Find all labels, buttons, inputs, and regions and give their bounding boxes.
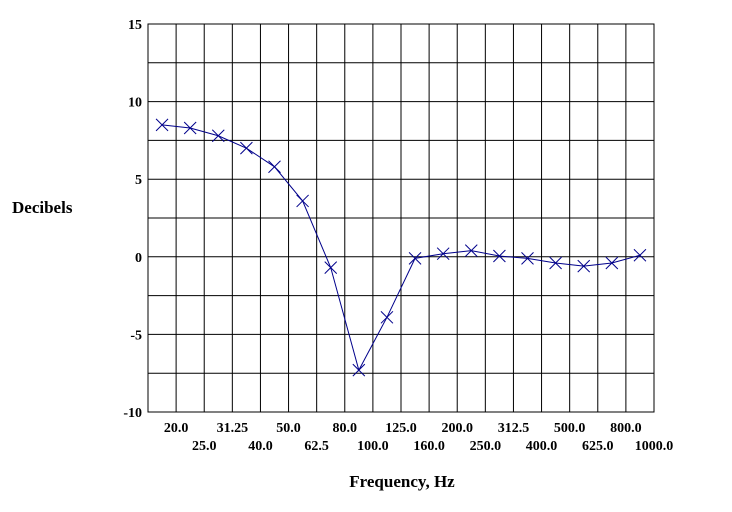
x-tick-label: 400.0 <box>526 439 558 454</box>
x-tick-label: 160.0 <box>413 439 445 454</box>
x-tick-label: 25.0 <box>192 439 217 454</box>
grid <box>147 23 655 413</box>
y-tick-label: -10 <box>123 406 142 421</box>
data-point-marker <box>183 121 197 135</box>
data-point-marker <box>436 247 450 261</box>
data-point-marker <box>324 261 338 275</box>
tick-labels: 15 10 5 0 -5 -10 20.025.031.25 40.050.062.5 80.0… <box>123 18 673 454</box>
data-point-marker <box>464 244 478 257</box>
data-point-marker <box>408 251 422 265</box>
y-tick-label: 0 <box>135 251 142 266</box>
data-point-marker <box>521 251 534 265</box>
data-point-marker <box>211 129 225 143</box>
x-tick-label: 40.0 <box>248 439 273 454</box>
x-tick-label: 625.0 <box>582 439 614 454</box>
x-tick-label: 80.0 <box>333 421 358 436</box>
y-axis-title: Decibels <box>12 198 73 217</box>
data-point-marker <box>605 256 619 270</box>
data-point-marker <box>155 118 169 132</box>
x-axis-title: Frequency, Hz <box>349 472 455 491</box>
x-tick-label: 200.0 <box>441 421 473 436</box>
y-tick-label: 10 <box>128 96 142 111</box>
data-point-marker <box>577 259 591 273</box>
y-tick-label: 5 <box>135 173 142 188</box>
series-group <box>155 118 647 377</box>
x-tick-label: 50.0 <box>276 421 301 436</box>
series-line <box>162 124 641 372</box>
x-tick-label: 31.25 <box>217 421 249 436</box>
x-tick-label: 20.0 <box>164 421 189 436</box>
x-tick-label: 1000.0 <box>635 439 674 454</box>
data-point-marker <box>268 160 281 174</box>
y-tick-label: 15 <box>128 18 142 33</box>
data-point-marker <box>240 141 253 155</box>
data-point-marker <box>633 248 647 262</box>
x-tick-label: 250.0 <box>470 439 502 454</box>
data-point-marker <box>380 310 394 324</box>
x-tick-label: 125.0 <box>385 421 417 436</box>
y-tick-label: -5 <box>130 328 142 343</box>
data-point-marker <box>549 256 562 270</box>
x-tick-label: 312.5 <box>498 421 530 436</box>
x-tick-label: 100.0 <box>357 439 389 454</box>
x-tick-label: 800.0 <box>610 421 642 436</box>
x-tick-label: 500.0 <box>554 421 586 436</box>
data-point-marker <box>493 249 506 263</box>
data-point-marker <box>296 194 309 208</box>
data-point-marker <box>352 363 366 377</box>
x-tick-label: 62.5 <box>304 439 329 454</box>
